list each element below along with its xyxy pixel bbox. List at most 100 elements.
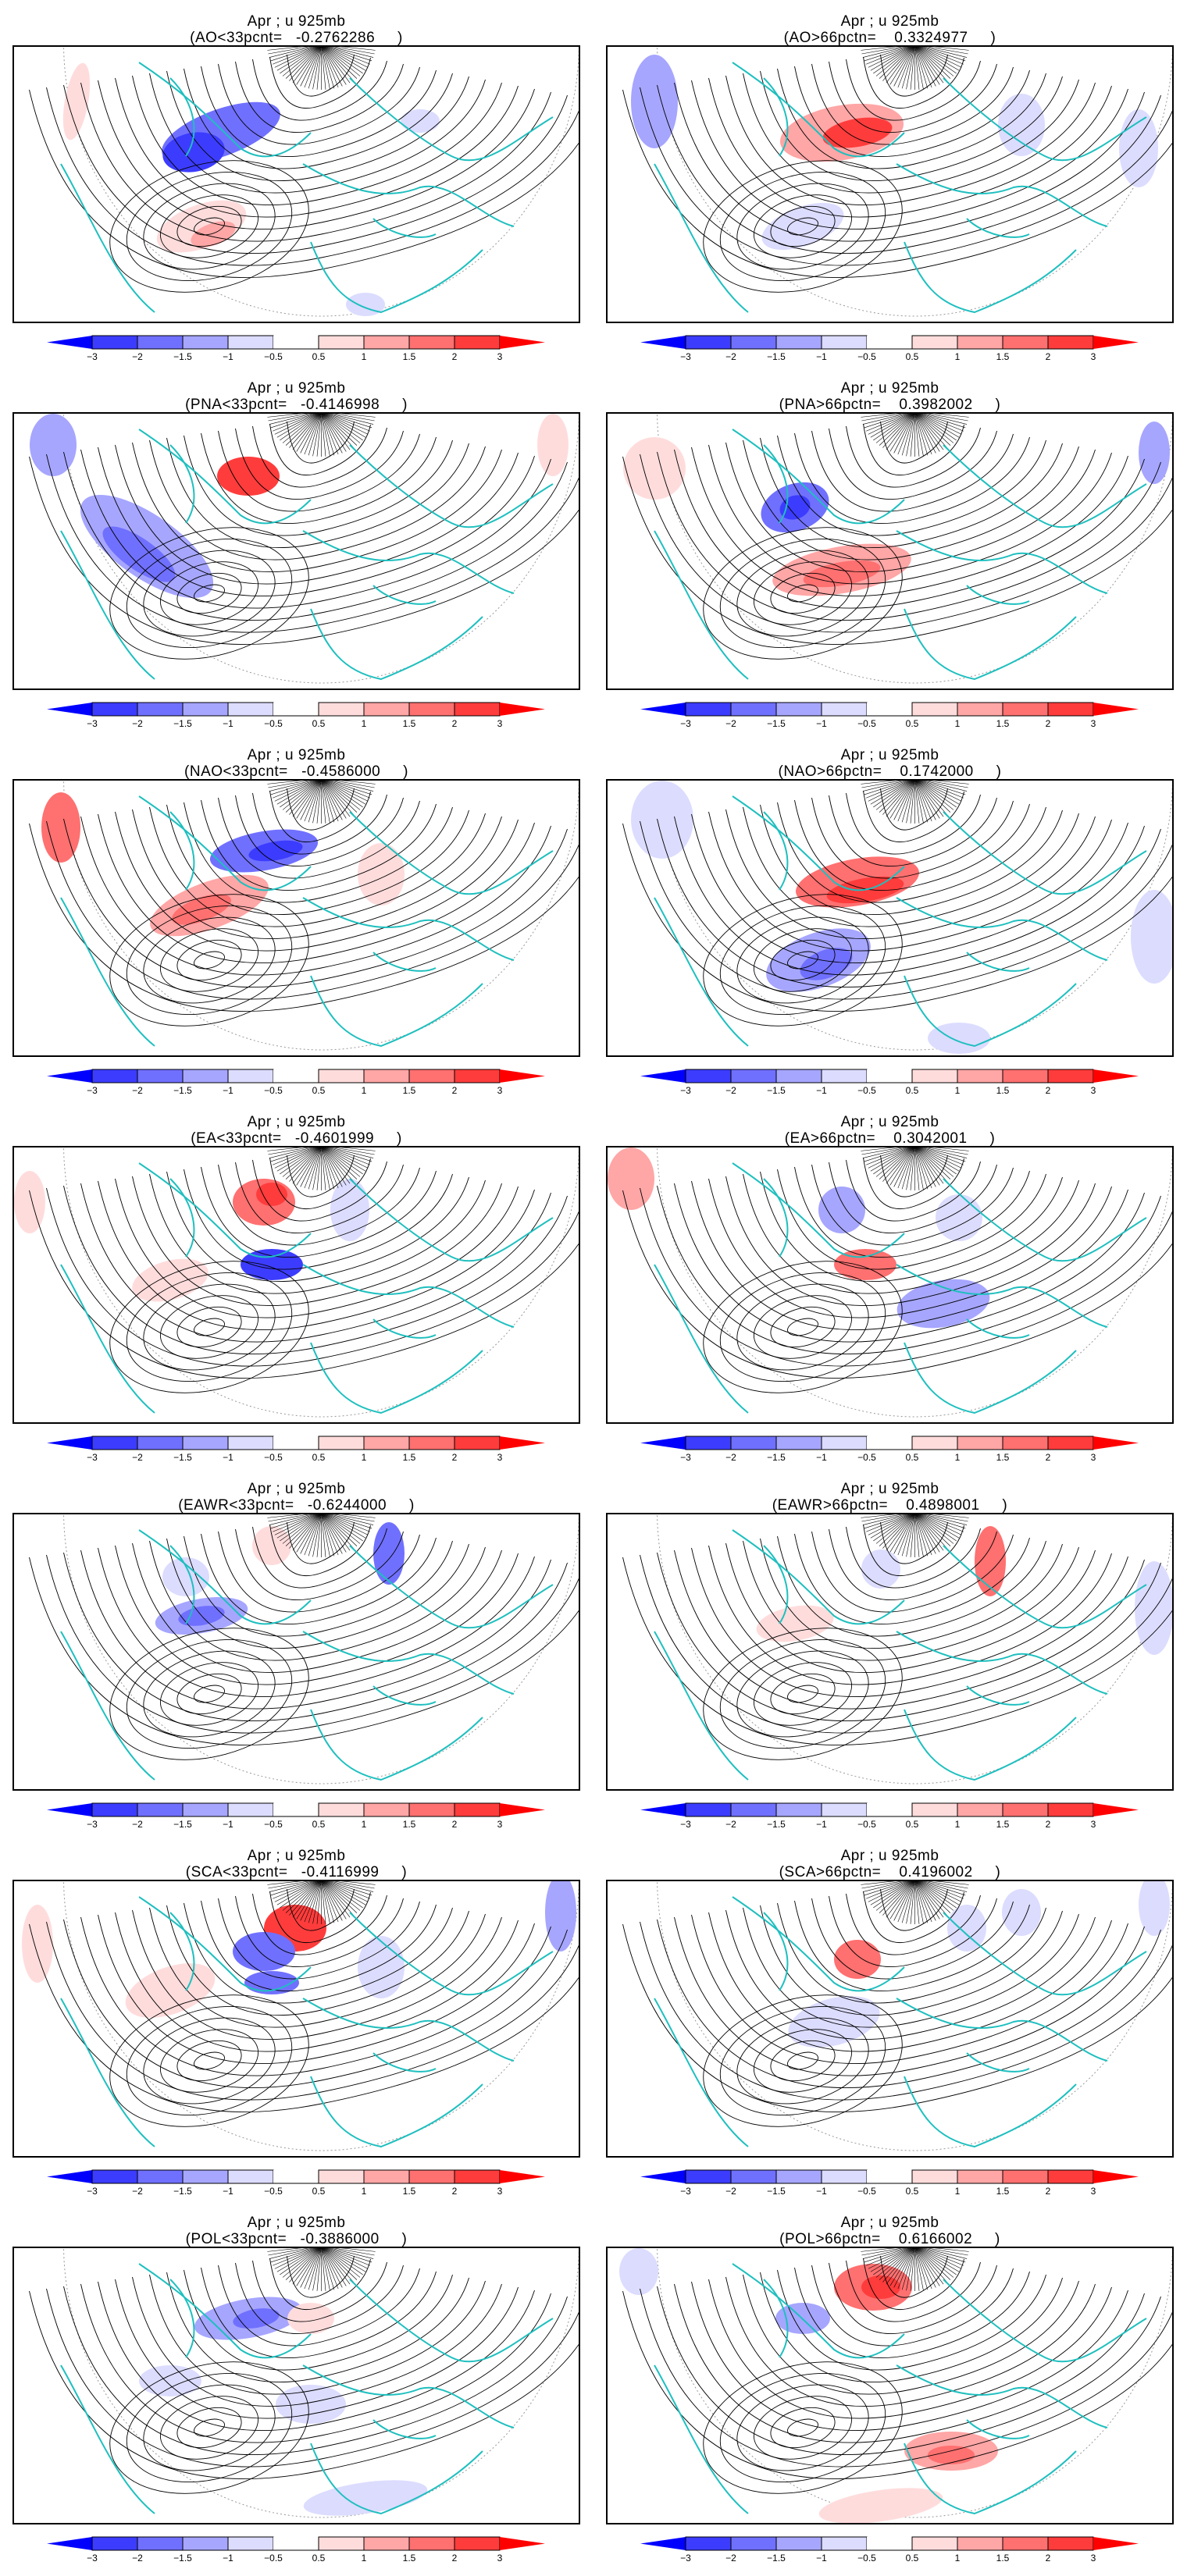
- streamline-converge: [268, 47, 310, 55]
- colorbar-tick-label: 2: [1046, 1085, 1051, 1096]
- colorbar-tick-label: 2: [452, 1085, 458, 1096]
- coastline: [732, 1896, 905, 1992]
- colorbar: −3 −2 −1.5 −1 −0.5 0.5 1 1.5 2 3: [47, 2531, 551, 2570]
- colorbar-extend-max: [500, 336, 545, 349]
- streamline-vortex: [143, 183, 276, 270]
- streamline: [29, 823, 579, 1012]
- map-plot: [606, 412, 1174, 690]
- streamline-converge: [300, 1147, 321, 1187]
- colorbar-segment: [363, 1069, 410, 1083]
- streamline-converge: [270, 1881, 315, 1896]
- streamline-converge: [330, 1881, 374, 1892]
- streamline: [880, 421, 948, 464]
- panel-ao-low: Apr ; u 925mb (AO<33pcnt= -0.2762286 ) −3−…: [12, 8, 580, 375]
- streamline: [80, 1183, 551, 1343]
- streamline-converge: [321, 781, 330, 824]
- colorbar-segment: [454, 335, 501, 350]
- streamline-vortex: [770, 205, 836, 247]
- colorbar-tick-label: 1.5: [996, 1452, 1010, 1463]
- streamline-vortex: [126, 538, 293, 649]
- streamline-vortex: [753, 2029, 853, 2093]
- map-canvas: [622, 781, 1172, 1054]
- coastline: [966, 952, 1030, 972]
- streamline: [829, 795, 997, 866]
- streamline-converge: [934, 781, 969, 785]
- streamline-converge: [322, 781, 343, 820]
- streamline: [80, 2283, 551, 2443]
- coastline: [896, 1631, 1108, 1695]
- colorbar-segment: [685, 2169, 732, 2184]
- colorbar-tick-label: −2: [725, 1452, 736, 1463]
- streamline-converge: [906, 1514, 915, 1557]
- coastlines: [654, 1896, 1147, 2148]
- streamline-converge: [322, 1514, 335, 1557]
- colorbar-tick-label: −1: [223, 2186, 233, 2197]
- streamline-vortex: [109, 1261, 309, 1393]
- coastline: [732, 62, 905, 158]
- colorbar-tick-label: −3: [680, 1452, 691, 1463]
- anomaly-region: [545, 1881, 576, 1952]
- streamline: [708, 811, 1112, 952]
- streamline-converge: [910, 781, 915, 824]
- streamline: [132, 1909, 502, 2040]
- streamline-converge: [914, 1514, 920, 1557]
- streamline-converge: [322, 414, 339, 455]
- colorbar-tick-label: −1: [816, 718, 827, 729]
- colorbar-tick-label: 1.5: [403, 718, 416, 729]
- coastline: [732, 429, 905, 525]
- streamline: [184, 68, 453, 169]
- colorbar-tick-label: 2: [452, 2553, 458, 2564]
- anomaly-region: [22, 1905, 53, 1983]
- streamline: [811, 1164, 1014, 1246]
- streamlines: [29, 1514, 579, 1760]
- streamline-converge: [920, 1514, 964, 1532]
- streamline-converge: [914, 1147, 924, 1190]
- colorbar-segment: [408, 2169, 455, 2184]
- panel-pna-low: Apr ; u 925mb (PNA<33pcnt= -0.4146998 ) −3…: [12, 375, 580, 742]
- streamline-converge: [330, 414, 374, 425]
- streamline-vortex: [194, 2418, 225, 2437]
- streamline-converge: [923, 2248, 968, 2259]
- colorbar-segment: [1047, 1069, 1094, 1083]
- streamlines: [29, 781, 579, 1026]
- map-canvas: [14, 1147, 579, 1418]
- streamline-converge: [280, 1881, 319, 1909]
- streamline-vortex: [787, 1318, 818, 1336]
- streamline-converge: [864, 1147, 909, 1162]
- colorbar-segment: [91, 1436, 138, 1450]
- streamline-converge: [292, 1514, 320, 1551]
- colorbar-segment: [730, 2169, 777, 2184]
- streamline-vortex: [176, 572, 242, 614]
- colorbar-tick-label: 2: [1046, 1819, 1051, 1830]
- colorbar-tick-label: 0.5: [312, 1819, 326, 1830]
- streamline: [674, 1916, 1145, 2076]
- streamline-converge: [321, 2248, 326, 2291]
- streamline-converge: [340, 1147, 376, 1151]
- streamline-converge: [330, 781, 374, 792]
- streamline-converge: [274, 1147, 318, 1169]
- streamline-converge: [875, 47, 913, 76]
- streamline: [725, 442, 1096, 572]
- panel-subtitle: (AO<33pcnt= -0.2762286 ): [190, 30, 403, 46]
- streamline-converge: [269, 2248, 313, 2259]
- streamline-converge: [918, 1881, 962, 1902]
- map-canvas: [622, 47, 1172, 317]
- coastlines: [60, 62, 554, 314]
- streamline-converge: [879, 2248, 913, 2280]
- streamline-vortex: [736, 2384, 869, 2471]
- streamline: [98, 447, 535, 596]
- colorbar-tick-label: −0.5: [857, 2553, 876, 2564]
- streamline-vortex: [719, 905, 886, 1016]
- anomaly-region: [303, 2480, 428, 2516]
- streamline-converge: [276, 2248, 318, 2272]
- streamline-converge: [882, 1514, 914, 1549]
- anomaly-region: [30, 414, 77, 476]
- streamline-converge: [273, 47, 316, 65]
- colorbar-tick-label: 1.5: [996, 2553, 1010, 2564]
- streamline-converge: [276, 47, 318, 71]
- streamline: [166, 1171, 469, 1283]
- coastline: [966, 2419, 1030, 2439]
- streamline-converge: [323, 414, 354, 448]
- colorbar-tick-label: −1.5: [173, 2186, 192, 2197]
- colorbar-canvas: −3 −2 −1.5 −1 −0.5 0.5 1 1.5 2 3: [47, 2169, 545, 2197]
